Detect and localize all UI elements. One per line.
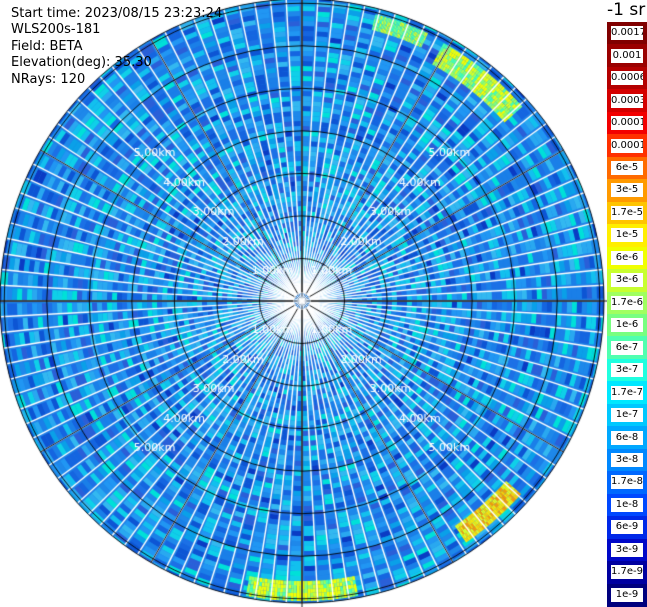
colorbar-tick-label: 1e-5 bbox=[611, 228, 643, 243]
colorbar-cell: 6e-8 bbox=[607, 426, 647, 450]
colorbar-cell: 1.7e-6 bbox=[607, 291, 647, 315]
elevation-text: Elevation(deg): 35.30 bbox=[11, 55, 152, 71]
field-text: Field: BETA bbox=[11, 38, 83, 54]
colorbar-cell: 6e-9 bbox=[607, 516, 647, 540]
scan-info: Start time: 2023/08/15 23:23:24 WLS200s-… bbox=[11, 6, 222, 88]
colorbar-tick-label: 1.7e-7 bbox=[611, 385, 643, 400]
colorbar-cell: 1.7e-9 bbox=[607, 561, 647, 585]
colorbar-tick-label: 1e-7 bbox=[611, 408, 643, 423]
colorbar-tick-label: 3e-6 bbox=[611, 273, 643, 288]
colorbar-cell: 1.7e-8 bbox=[607, 471, 647, 495]
colorbar-cell: 0.00017 bbox=[607, 111, 647, 135]
colorbar-tick-label: 1e-9 bbox=[611, 587, 643, 602]
colorbar-tick-label: 6e-6 bbox=[611, 250, 643, 265]
colorbar-tick-label: 1.7e-8 bbox=[611, 475, 643, 490]
colorbar-cell: 6e-6 bbox=[607, 246, 647, 270]
colorbar-tick-label: 6e-7 bbox=[611, 340, 643, 355]
nrays-text: NRays: 120 bbox=[11, 71, 86, 87]
colorbar-tick-label: 0.001 bbox=[611, 48, 643, 63]
colorbar-cell: 6e-5 bbox=[607, 156, 647, 180]
colorbar-tick-label: 0.0017 bbox=[611, 26, 643, 41]
colorbar-tick-label: 0.0001 bbox=[611, 138, 643, 153]
colorbar-tick-label: 1.7e-6 bbox=[611, 295, 643, 310]
colorbar-cell: 0.0006 bbox=[607, 66, 647, 90]
colorbar-cell: 6e-7 bbox=[607, 336, 647, 360]
colorbar-legend: 0.0017 0.001 0.0006 0.0003 0.00017 0.0001 6e-5… bbox=[607, 22, 647, 607]
colorbar-cell: 3e-8 bbox=[607, 448, 647, 472]
colorbar-cell: 3e-6 bbox=[607, 269, 647, 293]
colorbar-tick-label: 3e-7 bbox=[611, 363, 643, 378]
colorbar-tick-label: 1e-8 bbox=[611, 497, 643, 512]
colorbar-tick-label: 0.0006 bbox=[611, 71, 643, 86]
colorbar-tick-label: 3e-9 bbox=[611, 542, 643, 557]
colorbar-cell: 1.7e-7 bbox=[607, 381, 647, 405]
colorbar-cell: 1e-8 bbox=[607, 493, 647, 517]
colorbar-cell: 3e-5 bbox=[607, 179, 647, 203]
colorbar-tick-label: 1e-6 bbox=[611, 318, 643, 333]
colorbar-cell: 3e-9 bbox=[607, 538, 647, 562]
colorbar-cell: 1.7e-5 bbox=[607, 201, 647, 225]
colorbar-cell: 1e-6 bbox=[607, 314, 647, 338]
start-time-text: Start time: 2023/08/15 23:23:24 bbox=[11, 6, 223, 21]
colorbar-unit-label: -1 sr bbox=[607, 0, 646, 20]
lidar-ppi-plot bbox=[0, 0, 607, 607]
colorbar-cell: 0.0003 bbox=[607, 89, 647, 113]
colorbar-tick-label: 1.7e-5 bbox=[611, 205, 643, 220]
colorbar-tick-label: 6e-9 bbox=[611, 520, 643, 535]
colorbar-cell: 0.001 bbox=[607, 44, 647, 68]
colorbar-cell: 1e-9 bbox=[607, 583, 647, 607]
colorbar-tick-label: 3e-8 bbox=[611, 452, 643, 467]
colorbar-tick-label: 1.7e-9 bbox=[611, 565, 643, 580]
colorbar-tick-label: 0.0003 bbox=[611, 93, 643, 108]
colorbar-tick-label: 0.00017 bbox=[611, 116, 643, 131]
colorbar-cell: 1e-7 bbox=[607, 403, 647, 427]
colorbar-cell: 0.0001 bbox=[607, 134, 647, 158]
colorbar-cell: 3e-7 bbox=[607, 358, 647, 382]
colorbar-cell: 0.0017 bbox=[607, 22, 647, 46]
colorbar-tick-label: 3e-5 bbox=[611, 183, 643, 198]
instrument-name-text: WLS200s-181 bbox=[11, 22, 101, 38]
colorbar-cell: 1e-5 bbox=[607, 224, 647, 248]
colorbar-tick-label: 6e-8 bbox=[611, 430, 643, 445]
colorbar-tick-label: 6e-5 bbox=[611, 160, 643, 175]
